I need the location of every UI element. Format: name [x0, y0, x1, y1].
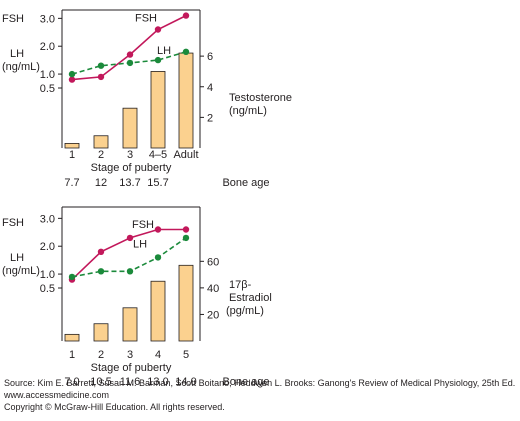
right-axis-label-2: (ng/mL): [229, 105, 267, 117]
series-label-fsh: FSH: [132, 219, 154, 231]
point-lh: [182, 48, 190, 55]
left-tick-label: 3.0: [40, 13, 55, 25]
point-fsh: [126, 234, 134, 242]
bar-3: [122, 107, 138, 149]
bone-age-value: 12: [95, 177, 107, 189]
point-fsh: [182, 12, 190, 19]
point-lh: [68, 273, 76, 281]
source-line-2: www.accessmedicine.com: [3, 390, 109, 400]
source-line-1: Source: Kim E. Barrett, Susan M. Barman,…: [4, 378, 515, 388]
series-label-lh: LH: [133, 238, 147, 250]
x-tick-label: 2: [98, 149, 104, 161]
point-fsh: [126, 51, 134, 58]
bar-3: [122, 307, 138, 342]
bone-age-value: 13.0: [147, 376, 168, 388]
left-axis-label-unit: (ng/mL): [2, 265, 40, 277]
right-tick-label: 20: [207, 309, 219, 321]
panel-male: 3.02.01.00.5642FSHLH(ng/mL)Testosterone(…: [2, 9, 292, 189]
bar-2: [93, 323, 109, 342]
x-tick-label: 1: [69, 149, 75, 161]
point-lh: [154, 254, 162, 261]
right-tick-label: 6: [207, 51, 213, 63]
left-tick-label: 1.0: [40, 69, 55, 81]
point-lh: [126, 268, 134, 275]
point-fsh: [154, 26, 162, 33]
left-axis-label-fsh: FSH: [2, 217, 24, 229]
bar-1: [64, 333, 80, 342]
right-tick-label: 60: [207, 256, 219, 268]
right-axis-label-3: (pg/mL): [226, 305, 264, 317]
x-tick-label: Adult: [173, 149, 198, 161]
bar-4–5: [150, 71, 166, 149]
left-tick-label: 2.0: [40, 41, 55, 53]
left-axis-label-unit: (ng/mL): [2, 61, 40, 73]
point-fsh: [97, 73, 105, 81]
bone-age-label: Bone age: [222, 177, 269, 189]
series-label-fsh: FSH: [135, 13, 157, 25]
panel-female: 3.02.01.00.5604020FSHLH(ng/mL)17β-Estrad…: [2, 206, 272, 388]
point-lh: [182, 234, 190, 242]
x-tick-label: 1: [69, 349, 75, 361]
point-lh: [68, 70, 76, 78]
right-axis-label-1: 17β-: [229, 279, 252, 291]
point-fsh: [68, 76, 76, 83]
right-tick-label: 2: [207, 112, 213, 124]
point-fsh: [154, 226, 162, 233]
left-tick-label: 0.5: [40, 283, 55, 295]
point-lh: [97, 62, 105, 69]
point-lh: [97, 268, 105, 275]
bar-Adult: [178, 52, 194, 149]
point-lh: [154, 56, 162, 64]
bone-age-label: Bone age: [222, 376, 269, 388]
x-tick-label: 4: [155, 349, 161, 361]
left-axis-label-lh: LH: [10, 252, 24, 264]
x-tick-label: 3: [127, 349, 133, 361]
source-line-3: Copyright © McGraw-Hill Education. All r…: [4, 402, 225, 412]
bone-age-value: 7.0: [64, 376, 79, 388]
bar-1: [64, 143, 80, 149]
right-tick-label: 4: [207, 82, 213, 94]
bone-age-value: 13.7: [119, 177, 140, 189]
x-tick-label: 5: [183, 349, 189, 361]
point-fsh: [182, 226, 190, 233]
x-tick-label: 4–5: [149, 149, 167, 161]
bone-age-value: 14.0: [175, 376, 196, 388]
left-tick-label: 0.5: [40, 83, 55, 95]
bone-age-value: 11.6: [120, 376, 141, 388]
point-lh: [126, 59, 134, 67]
left-tick-label: 2.0: [40, 241, 55, 253]
x-axis-label: Stage of puberty: [91, 162, 172, 174]
series-label-lh: LH: [157, 45, 171, 57]
bone-age-value: 10.5: [90, 376, 111, 388]
bone-age-value: 15.7: [147, 177, 168, 189]
x-axis-label: Stage of puberty: [91, 362, 172, 374]
bar-5: [178, 264, 194, 342]
right-axis-label-2: Estradiol: [229, 292, 272, 304]
point-fsh: [97, 248, 105, 255]
left-tick-label: 3.0: [40, 213, 55, 225]
left-axis-label-lh: LH: [10, 48, 24, 60]
bar-2: [93, 135, 109, 149]
x-tick-label: 2: [98, 349, 104, 361]
right-axis-label-1: Testosterone: [229, 92, 292, 104]
x-tick-label: 3: [127, 149, 133, 161]
left-axis-label-fsh: FSH: [2, 13, 24, 25]
left-tick-label: 1.0: [40, 269, 55, 281]
bar-4: [150, 280, 166, 342]
bone-age-value: 7.7: [64, 177, 79, 189]
right-tick-label: 40: [207, 283, 219, 295]
